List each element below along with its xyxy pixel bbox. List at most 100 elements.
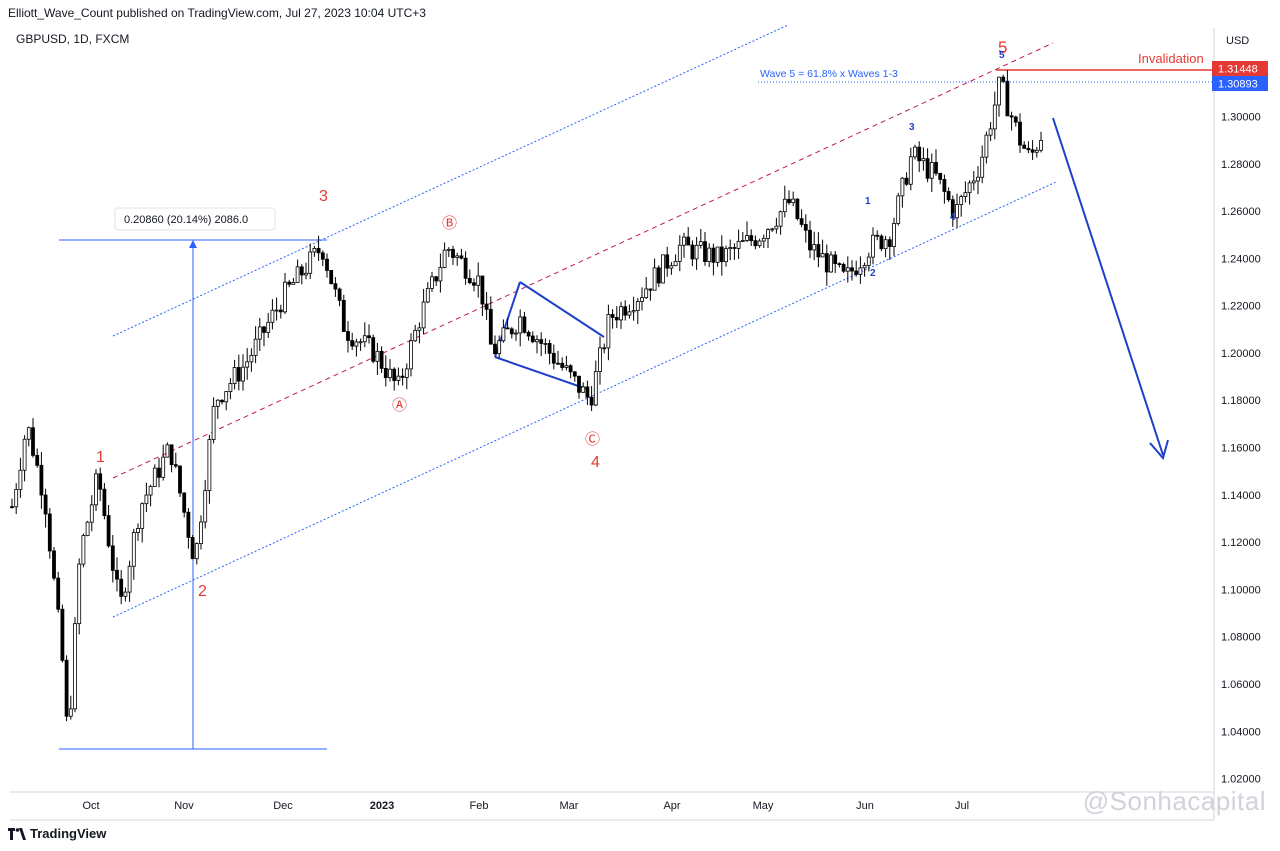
candle-body-43 [190,537,195,560]
wave-label-1: 1 [96,449,105,466]
candle-body-206 [875,234,880,237]
candle-body-48 [211,405,216,440]
candle-body-109 [467,277,472,284]
candle-body-177 [753,240,758,247]
candle-body-123 [526,331,531,337]
candle-body-46 [203,490,208,523]
candle-body-67 [291,282,296,285]
candle-body-188 [799,218,804,225]
price-tick-1: 1.30000 [1221,111,1261,123]
candle-body-183 [778,211,783,227]
candle-body-219 [929,162,934,179]
candle-body-143 [610,314,615,318]
candle-body-163 [694,244,699,260]
wave-label-3: 3 [319,188,328,205]
time-tick-7: May [753,800,774,812]
candle-body-99 [425,287,430,303]
price-tick-4: 1.24000 [1221,253,1261,265]
invalidation-label: Invalidation [1138,51,1204,66]
candle-body-65 [283,281,287,313]
candle-body-59 [257,326,262,340]
measure-label: 0.20860 (20.14%) 2086.0 [124,214,248,226]
price-tick-8: 1.16000 [1221,443,1261,455]
candle-body-178 [757,240,762,247]
projection-arrow-line [1052,117,1164,456]
wave5-target-label: Wave 5 = 61.8% x Waves 1-3 [760,68,898,80]
price-tick-15: 1.02000 [1221,774,1261,786]
candle-body-179 [761,237,766,242]
candle-body-140 [598,347,602,372]
price-tick-7: 1.18000 [1221,395,1261,407]
price-tick-5: 1.22000 [1221,301,1261,313]
candle-body-223 [946,191,951,201]
candle-body-62 [270,309,275,323]
time-tick-2: Dec [273,800,293,812]
candle-body-148 [631,310,636,313]
tradingview-brand[interactable]: TradingView [8,826,106,841]
candle-body-195 [829,254,833,273]
price-tag-invalidation-bg [1212,61,1268,76]
candle-body-227 [963,192,968,197]
candle-body-222 [942,179,947,192]
candle-body-84 [362,335,367,343]
candle-body-157 [669,265,674,269]
candle-body-182 [774,225,779,230]
time-tick-6: Apr [663,800,680,812]
candle-body-166 [707,247,712,262]
candle-body-20 [94,473,98,506]
measure-arrowhead [189,240,197,248]
candle-body-244 [1034,149,1039,153]
candle-body-210 [892,223,896,247]
candle-body-242 [1026,147,1031,151]
candle-body-64 [278,309,283,313]
candle-body-201 [854,270,859,275]
candle-body-71 [308,251,313,274]
candle-body-117 [501,327,506,342]
watermark: @Sonhacapital [1082,786,1266,816]
candle-body-144 [614,317,619,321]
wave-label-2: 2 [198,583,207,600]
candle-body-100 [430,276,434,289]
candle-body-19 [89,504,94,523]
candle-body-170 [724,248,728,263]
candle-body-33 [148,486,153,496]
candle-body-137 [585,386,590,398]
candle-body-243 [1030,149,1035,153]
candle-body-186 [791,198,796,204]
candle-body-57 [249,354,254,363]
time-tick-1: Nov [174,800,194,812]
candle-body-15 [73,623,77,710]
candle-body-104 [446,248,451,251]
wave-label-B: Ⓑ [442,215,457,232]
candle-body-168 [715,246,720,263]
candle-body-107 [459,255,464,259]
candle-body-119 [509,328,514,335]
candle-body-95 [409,340,413,370]
price-tag-invalidation: 1.31448 [1218,64,1258,76]
candle-body-152 [648,288,653,291]
time-tick-3: 2023 [370,800,394,812]
price-tick-2: 1.28000 [1221,159,1261,171]
candle-body-34 [152,467,157,487]
time-tick-9: Jul [955,800,969,812]
candle-body-151 [644,288,649,298]
candle-body-112 [480,275,485,305]
time-tick-5: Mar [560,800,579,812]
candle-body-136 [581,386,586,393]
candle-body-153 [652,267,657,291]
candle-body-203 [862,265,867,269]
candle-body-49 [215,399,220,407]
minor-wave-3: 3 [909,122,915,133]
candle-body-184 [782,198,787,213]
candle-body-53 [232,367,237,384]
candle-body-114 [488,308,493,345]
candle-body-70 [304,272,308,276]
candle-body-32 [144,494,149,505]
price-tick-6: 1.20000 [1221,348,1261,360]
candle-body-132 [564,365,569,368]
candle-body-55 [241,366,245,382]
candle-body-207 [879,235,884,250]
price-tick-13: 1.06000 [1221,679,1261,691]
candle-body-139 [593,371,598,406]
